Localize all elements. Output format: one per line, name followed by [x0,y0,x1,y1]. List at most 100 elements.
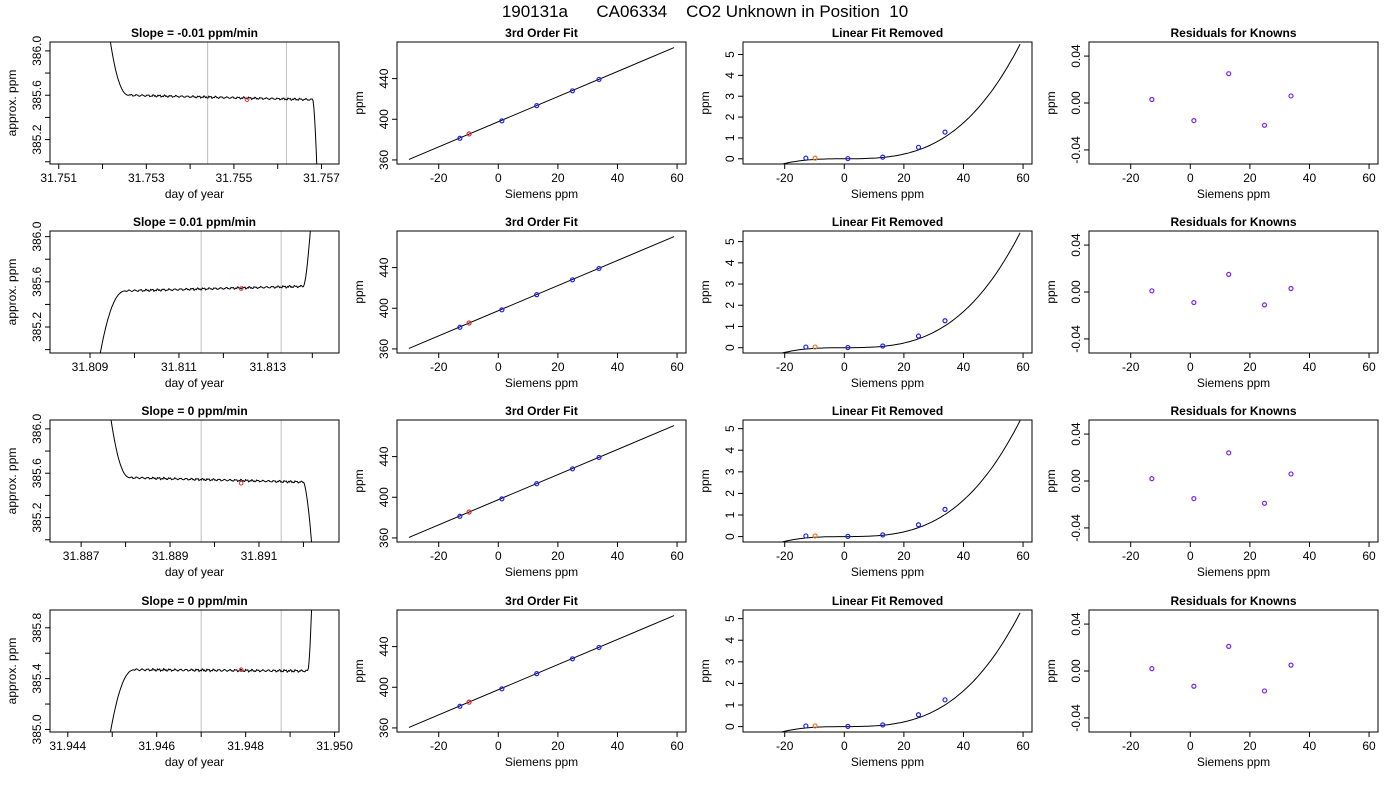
known-point [596,76,602,83]
known-point [534,481,540,487]
y-tick-label: 4 [723,72,737,79]
x-tick-label: 31.944 [49,739,86,753]
plot-frame [742,230,1033,354]
unknown-marker [244,97,250,102]
y-tick-label: -0.04 [1069,136,1083,164]
panel-title: Residuals for Knowns [1170,215,1296,229]
known-point [880,154,886,160]
x-axis-label: Siemens ppm [851,376,924,390]
unknown-point [812,533,818,539]
plot-frame [49,419,340,543]
x-tick-label: -20 [430,549,448,563]
y-tick-label: 440 [377,68,391,88]
y-tick-label: 360 [377,150,391,170]
x-axis-label: Siemens ppm [505,187,578,201]
x-tick-label: 31.811 [161,360,197,374]
x-tick-label: 40 [957,171,971,185]
x-tick-label: 31.751 [40,171,77,185]
panels-grid: Slope = -0.01 ppm/min day of year approx. … [5,26,1379,769]
known-point [499,496,505,502]
y-axis-label: ppm [698,280,712,303]
x-axis-label: day of year [165,755,224,769]
time-series-trace [109,42,318,164]
panel-title: 3rd Order Fit [505,594,578,608]
x-axis-label: Siemens ppm [505,755,578,769]
x-tick-label: 20 [897,549,911,563]
panel-title: 3rd Order Fit [505,26,578,40]
x-tick-label: -20 [776,549,794,563]
residual-curve [780,43,1021,164]
y-tick-label: 5 [723,51,737,58]
known-point [596,644,602,651]
panel-title: Slope = -0.01 ppm/min [131,26,258,40]
x-tick-label: 20 [551,549,565,563]
y-tick-label: 1 [723,323,737,330]
plot-data [779,612,1021,732]
y-tick-label: 5 [723,425,737,432]
known-point [1191,117,1197,124]
y-axis-label: ppm [698,91,712,114]
known-point [1288,662,1294,668]
unknown-point [466,699,472,705]
y-tick-label: 0.04 [1069,233,1083,257]
panel-title: Linear Fit Removed [832,594,943,608]
y-tick-label: 385.2 [30,312,44,342]
panel-title: 3rd Order Fit [505,404,578,418]
x-axis-label: Siemens ppm [851,565,924,579]
y-axis-label: ppm [352,659,366,682]
known-point [803,344,809,350]
panel-title: Linear Fit Removed [832,404,943,418]
known-point [803,155,809,161]
known-point [1261,500,1268,506]
plot-data [780,43,1021,164]
panel-r3c4: Residuals for Knowns Siemens ppm ppm -20 0 20… [1044,404,1379,579]
x-tick-label: 60 [670,171,684,185]
x-axis-label: Siemens ppm [851,755,924,769]
y-tick-label: 3 [723,280,737,287]
x-tick-label: -20 [1122,171,1140,185]
y-tick-label: 385.4 [30,663,44,693]
known-point [915,144,922,150]
known-point [1288,471,1294,477]
y-tick-label: 386.0 [30,414,44,444]
y-tick-label: 2 [723,113,737,120]
plot-data [1149,450,1294,506]
plot-data [1149,643,1294,694]
plot-data [110,420,313,542]
y-tick-label: 2 [723,302,737,309]
x-axis-label: Siemens ppm [1197,376,1270,390]
known-point [1226,71,1232,77]
known-point [1288,93,1294,99]
x-tick-label: -20 [776,739,794,753]
known-point [1226,450,1232,456]
known-point [880,343,886,349]
panel-title: Residuals for Knowns [1170,26,1296,40]
unknown-point [812,344,818,350]
known-point [845,155,851,162]
unknown-marker [238,667,244,673]
x-tick-label: 0 [1187,549,1194,563]
unknown-marker [238,480,244,486]
panel-title: Slope = 0.01 ppm/min [133,215,256,229]
known-point [1261,122,1268,128]
panel-r4c2: 3rd Order Fit Siemens ppm ppm -20 0 20 40 60 360… [352,594,687,769]
y-tick-label: 440 [377,636,391,656]
x-axis-label: day of year [165,565,224,579]
plot-data [780,232,1021,353]
y-axis-label: approx. ppm [5,259,19,326]
known-point [1226,643,1232,649]
x-tick-label: 0 [1187,739,1194,753]
x-tick-label: 20 [551,739,565,753]
x-axis-label: Siemens ppm [505,376,578,390]
known-point [534,103,540,109]
x-tick-label: 20 [1243,171,1257,185]
residual-curve [779,612,1021,732]
y-tick-label: 3 [723,658,737,665]
x-tick-label: 40 [1303,739,1317,753]
x-tick-label: -20 [430,739,448,753]
known-point [845,533,851,539]
x-tick-label: 60 [670,739,684,753]
y-axis-label: ppm [352,91,366,114]
panel-title: Residuals for Knowns [1170,404,1296,418]
